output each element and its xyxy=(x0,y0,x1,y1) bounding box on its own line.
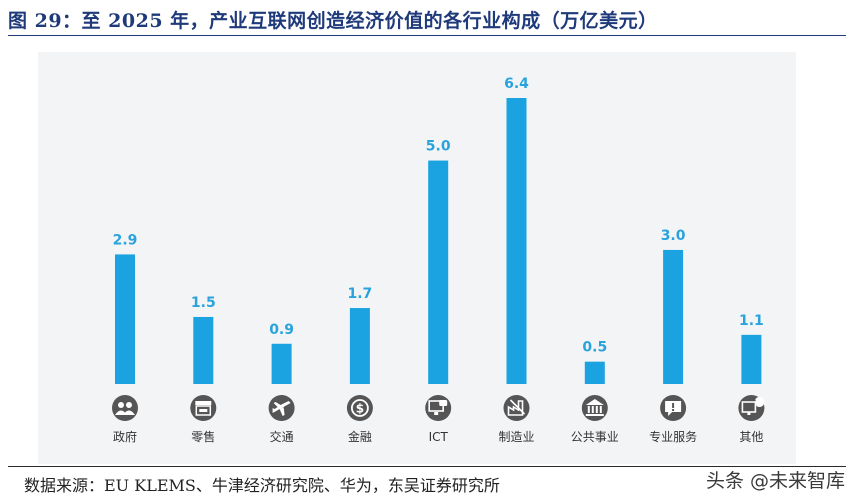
bar-group: 3.0 专业服务 xyxy=(649,228,697,444)
data-label: 0.9 xyxy=(269,322,294,338)
bar xyxy=(115,254,135,384)
bar-group: 2.9 政府 xyxy=(112,232,138,444)
bar xyxy=(349,308,370,384)
data-label: 1.1 xyxy=(739,313,764,329)
category-label: 金融 xyxy=(348,429,372,444)
title-divider xyxy=(8,35,846,36)
svg-text:$: $ xyxy=(356,402,364,416)
bar-group: 1.7 $ 金融 xyxy=(346,286,373,444)
bar xyxy=(584,361,605,384)
category-label: 专业服务 xyxy=(649,429,697,444)
icon-disc xyxy=(581,395,608,421)
watermark: 头条 @未来智库 xyxy=(705,470,845,492)
dollar-coin-icon: $ xyxy=(346,395,373,421)
data-label: 2.9 xyxy=(113,232,138,248)
chat-bubble-icon xyxy=(660,395,687,421)
monitor-chart-icon xyxy=(738,395,765,421)
category-label: 交通 xyxy=(270,429,294,444)
bar xyxy=(271,343,292,384)
bar xyxy=(663,249,684,384)
data-label: 5.0 xyxy=(426,139,451,155)
data-label: 6.4 xyxy=(504,76,529,92)
icon-disc xyxy=(112,395,138,421)
monitor-chat-icon xyxy=(425,395,452,421)
bar xyxy=(193,316,214,384)
airplane-icon xyxy=(268,395,295,421)
bar xyxy=(506,98,527,384)
data-label: 0.5 xyxy=(582,340,607,356)
category-label: ICT xyxy=(429,430,449,444)
store-icon xyxy=(190,395,217,421)
category-label: 政府 xyxy=(113,429,137,444)
figure-title: 图 29：至 2025 年，产业互联网创造经济价值的各行业构成（万亿美元） xyxy=(8,10,658,32)
category-label: 其他 xyxy=(739,430,763,444)
data-label: 1.5 xyxy=(191,295,216,311)
icon-disc xyxy=(346,395,373,421)
government-building-icon xyxy=(581,395,608,421)
category-label: 公共事业 xyxy=(571,430,619,444)
source-divider xyxy=(8,466,846,467)
category-label: 零售 xyxy=(191,429,215,444)
data-label: 1.7 xyxy=(347,286,372,302)
bar-group: 5.0 ICT xyxy=(425,139,452,444)
factory-tools-icon xyxy=(503,395,530,421)
data-label: 3.0 xyxy=(661,228,686,244)
people-icon xyxy=(112,395,138,421)
bar xyxy=(428,160,449,384)
bar xyxy=(741,334,762,384)
bar-group: 1.5 零售 xyxy=(190,295,217,444)
icon-disc xyxy=(190,395,217,421)
bar-group: 0.5 公共事业 xyxy=(571,340,619,444)
source-note: 数据来源：EU KLEMS、牛津经济研究院、华为，东吴证券研究所 xyxy=(24,476,500,495)
bar-group: 1.1 其他 xyxy=(738,313,765,444)
bar-group: 6.4 制造业 xyxy=(498,76,534,444)
category-label: 制造业 xyxy=(498,430,534,444)
bar-group: 0.9 交通 xyxy=(268,322,295,444)
